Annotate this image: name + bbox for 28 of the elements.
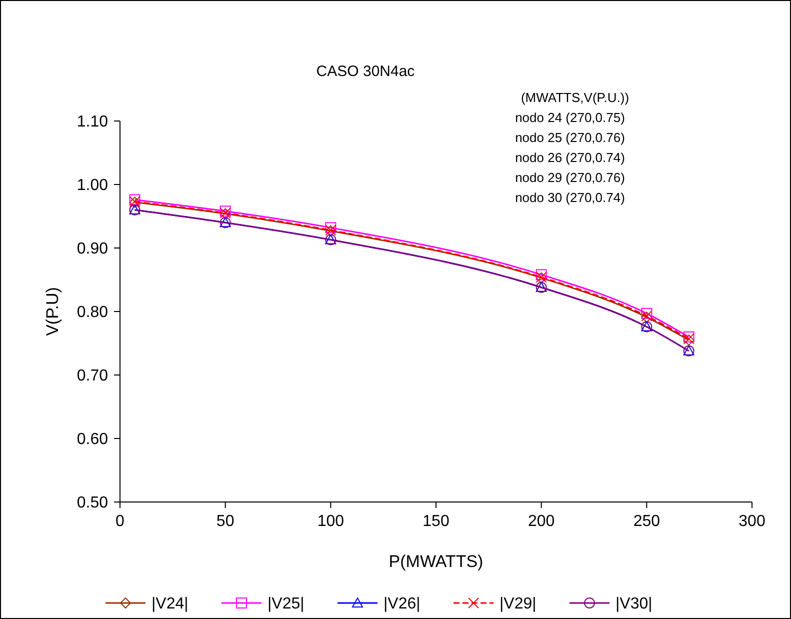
annotation: nodo 25 (270,0.76) [515,130,625,145]
legend-label: |V29| [500,596,536,613]
chart-title: CASO 30N4ac [316,63,416,80]
legend-label: |V30| [616,596,652,613]
y-tick-label: 1.10 [76,114,108,131]
legend-label: |V26| [384,596,420,613]
annotation: nodo 30 (270,0.74) [515,190,625,205]
y-tick-label: 0.80 [76,304,108,322]
text: (MWATTS,V(P.U.)) [520,90,630,105]
x-tick-label: 0 [116,513,125,530]
y-tick-label: 1.00 [76,177,108,194]
x-tick-label: 150 [422,513,450,530]
x-tick-label: 100 [317,513,344,530]
legend-label: |V25| [268,596,304,613]
y-tick-label: 0.60 [76,431,108,448]
x-axis-title: P(MWATTS) [388,552,484,571]
annotation: nodo 29 (270,0.76) [515,170,625,185]
annotation: nodo 24 (270,0.75) [515,110,625,125]
legend-label: |V24| [152,596,188,613]
y-axis-title: V(P.U) [43,287,62,336]
y-tick-label: 0.70 [76,368,108,385]
y-tick-label: 0.50 [76,494,108,512]
x-tick-label: 300 [738,513,766,530]
y-tick-label: 0.90 [76,240,108,258]
x-tick-label: 250 [633,513,660,530]
x-tick-label: 50 [216,513,234,530]
annotation: nodo 26 (270,0.74) [515,150,625,165]
x-tick-label: 200 [528,513,555,530]
